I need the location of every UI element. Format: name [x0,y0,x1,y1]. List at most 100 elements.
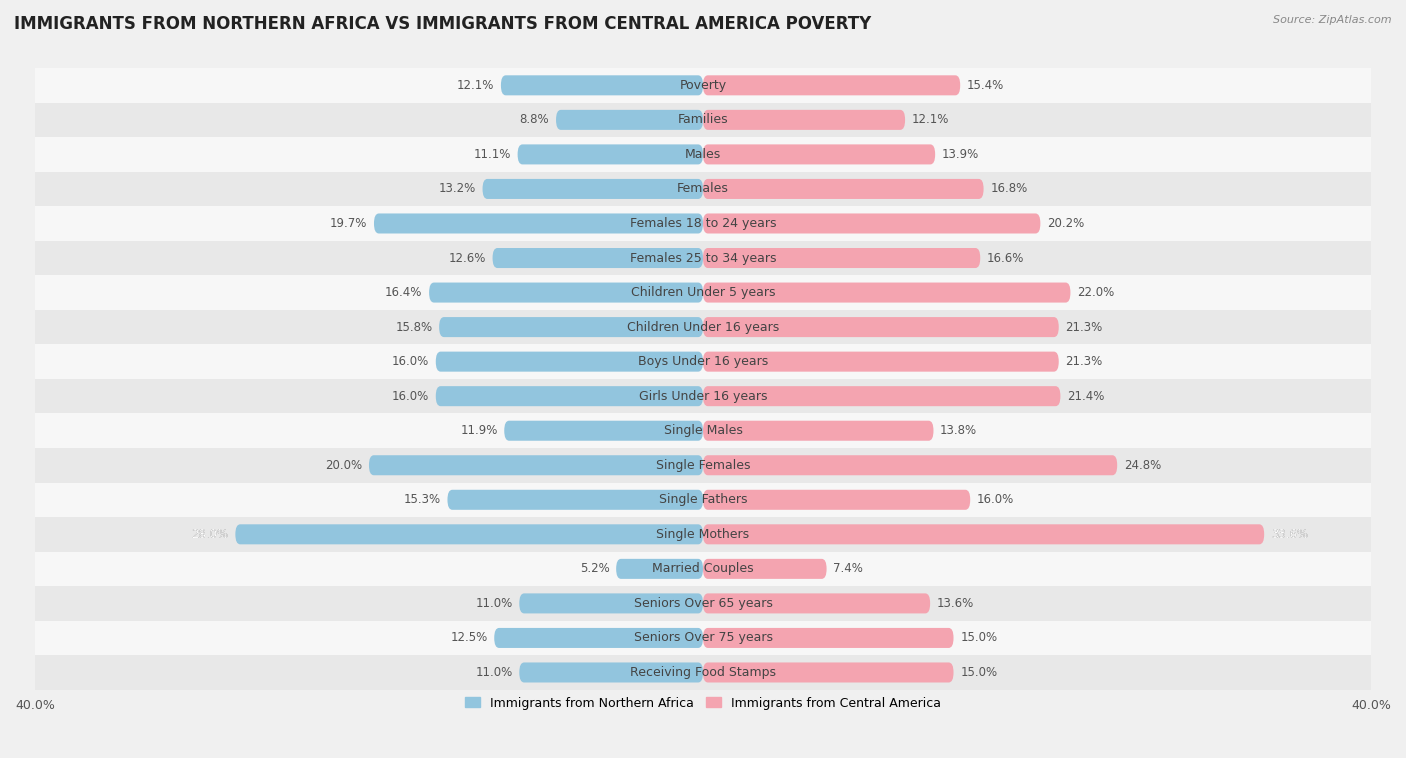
Bar [35,448,1371,483]
Text: 13.9%: 13.9% [942,148,979,161]
FancyBboxPatch shape [616,559,703,579]
FancyBboxPatch shape [703,490,970,510]
Text: 20.0%: 20.0% [325,459,363,471]
Text: 12.5%: 12.5% [450,631,488,644]
FancyBboxPatch shape [703,248,980,268]
Text: 5.2%: 5.2% [579,562,609,575]
FancyBboxPatch shape [439,317,703,337]
Text: Single Females: Single Females [655,459,751,471]
Text: 21.3%: 21.3% [1066,321,1102,334]
Text: 13.2%: 13.2% [439,183,475,196]
Bar [35,413,1371,448]
Text: 16.0%: 16.0% [392,390,429,402]
Text: Seniors Over 65 years: Seniors Over 65 years [634,597,772,610]
Text: IMMIGRANTS FROM NORTHERN AFRICA VS IMMIGRANTS FROM CENTRAL AMERICA POVERTY: IMMIGRANTS FROM NORTHERN AFRICA VS IMMIG… [14,15,872,33]
FancyBboxPatch shape [703,352,1059,371]
Text: 16.0%: 16.0% [392,356,429,368]
Text: 12.1%: 12.1% [457,79,495,92]
FancyBboxPatch shape [447,490,703,510]
Text: Females 18 to 24 years: Females 18 to 24 years [630,217,776,230]
FancyBboxPatch shape [517,144,703,164]
FancyBboxPatch shape [703,525,1264,544]
Text: 13.8%: 13.8% [941,424,977,437]
FancyBboxPatch shape [492,248,703,268]
FancyBboxPatch shape [519,662,703,682]
Text: Children Under 16 years: Children Under 16 years [627,321,779,334]
FancyBboxPatch shape [429,283,703,302]
Text: 16.6%: 16.6% [987,252,1025,265]
Text: 21.4%: 21.4% [1067,390,1105,402]
Text: 15.3%: 15.3% [404,493,441,506]
FancyBboxPatch shape [703,110,905,130]
Text: Source: ZipAtlas.com: Source: ZipAtlas.com [1274,15,1392,25]
FancyBboxPatch shape [703,559,827,579]
Text: Receiving Food Stamps: Receiving Food Stamps [630,666,776,679]
FancyBboxPatch shape [703,179,984,199]
Text: 15.4%: 15.4% [967,79,1004,92]
Text: Boys Under 16 years: Boys Under 16 years [638,356,768,368]
FancyBboxPatch shape [703,662,953,682]
Bar [35,206,1371,241]
Text: Single Mothers: Single Mothers [657,528,749,540]
Text: 19.7%: 19.7% [330,217,367,230]
Bar [35,68,1371,102]
Text: 8.8%: 8.8% [520,114,550,127]
FancyBboxPatch shape [703,283,1070,302]
Bar [35,621,1371,655]
Bar [35,310,1371,344]
Bar [35,517,1371,552]
Bar [35,655,1371,690]
Text: 12.1%: 12.1% [911,114,949,127]
Bar [35,552,1371,586]
Text: 33.6%: 33.6% [1271,528,1308,540]
FancyBboxPatch shape [374,214,703,233]
Text: 33.6%: 33.6% [1271,528,1308,540]
FancyBboxPatch shape [501,75,703,96]
Text: 7.4%: 7.4% [834,562,863,575]
Text: Females 25 to 34 years: Females 25 to 34 years [630,252,776,265]
Text: 24.8%: 24.8% [1123,459,1161,471]
Bar [35,275,1371,310]
Text: 16.0%: 16.0% [977,493,1014,506]
FancyBboxPatch shape [368,456,703,475]
FancyBboxPatch shape [703,214,1040,233]
Text: 11.1%: 11.1% [474,148,510,161]
Text: 11.0%: 11.0% [475,597,513,610]
Text: Girls Under 16 years: Girls Under 16 years [638,390,768,402]
Text: 15.0%: 15.0% [960,631,997,644]
FancyBboxPatch shape [482,179,703,199]
Text: 21.3%: 21.3% [1066,356,1102,368]
FancyBboxPatch shape [703,628,953,648]
FancyBboxPatch shape [703,456,1118,475]
Text: Married Couples: Married Couples [652,562,754,575]
Text: Single Fathers: Single Fathers [659,493,747,506]
FancyBboxPatch shape [436,352,703,371]
FancyBboxPatch shape [235,525,703,544]
Text: 20.2%: 20.2% [1047,217,1084,230]
Text: Poverty: Poverty [679,79,727,92]
Text: 16.4%: 16.4% [385,286,422,299]
FancyBboxPatch shape [519,594,703,613]
FancyBboxPatch shape [555,110,703,130]
FancyBboxPatch shape [703,386,1060,406]
Text: Children Under 5 years: Children Under 5 years [631,286,775,299]
Text: Single Males: Single Males [664,424,742,437]
FancyBboxPatch shape [703,421,934,440]
FancyBboxPatch shape [495,628,703,648]
Text: Seniors Over 75 years: Seniors Over 75 years [634,631,772,644]
FancyBboxPatch shape [703,75,960,96]
Text: 13.6%: 13.6% [936,597,974,610]
Text: 28.0%: 28.0% [191,528,229,540]
FancyBboxPatch shape [703,144,935,164]
Text: 16.8%: 16.8% [990,183,1028,196]
Text: 11.9%: 11.9% [460,424,498,437]
Text: 11.0%: 11.0% [475,666,513,679]
Text: 28.0%: 28.0% [191,528,229,540]
Bar [35,137,1371,171]
Bar [35,102,1371,137]
Text: 15.8%: 15.8% [395,321,433,334]
FancyBboxPatch shape [436,386,703,406]
Text: 12.6%: 12.6% [449,252,486,265]
Bar [35,483,1371,517]
Text: Females: Females [678,183,728,196]
